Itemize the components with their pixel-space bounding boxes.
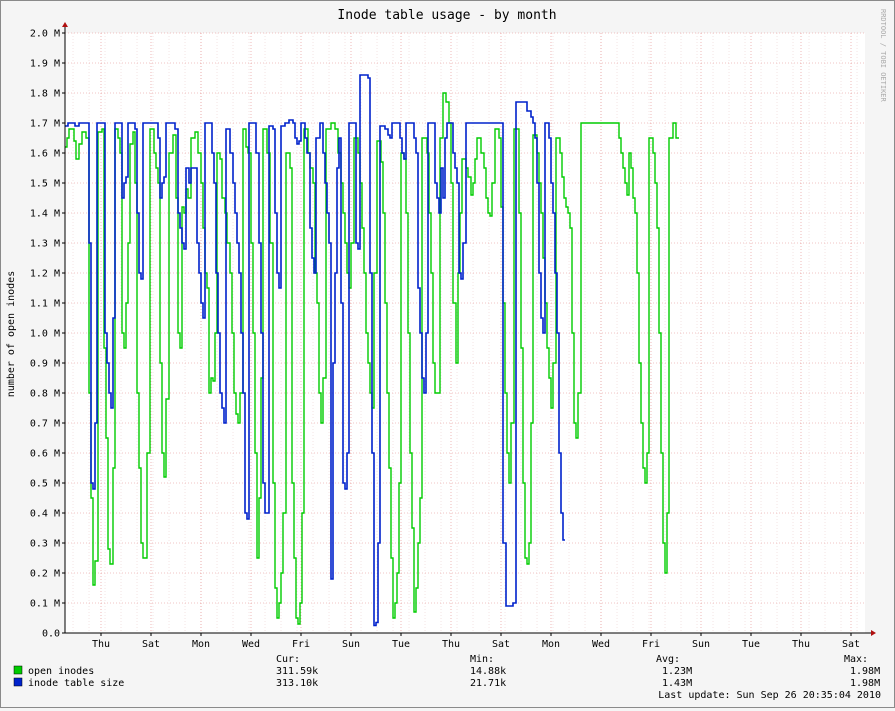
rrdtool-watermark: RRDTOOL / TOBI OETIKER xyxy=(879,9,887,103)
x-tick-label: Sat xyxy=(142,639,160,650)
y-tick-label: 1.8 M xyxy=(30,89,60,100)
x-tick-label: Sat xyxy=(492,639,510,650)
y-tick-label: 0.6 M xyxy=(30,449,60,460)
x-axis-ticks: Thu Sat Mon Wed Fri Sun Tue Thu Sat Mon Wed Fri Sun T… xyxy=(92,633,860,650)
legend-max-open-inodes: 1.98M xyxy=(850,666,880,677)
legend-min-open-inodes: 14.88k xyxy=(470,666,506,677)
legend-avg-inode-table-size: 1.43M xyxy=(662,678,692,689)
y-tick-label: 0.9 M xyxy=(30,359,60,370)
x-tick-label: Sun xyxy=(342,639,360,650)
y-tick-label: 1.0 M xyxy=(30,329,60,340)
x-tick-label: Sat xyxy=(842,639,860,650)
y-tick-label: 0.7 M xyxy=(30,419,60,430)
legend-label-inode-table-size: inode table size xyxy=(28,678,124,689)
legend-header-avg: Avg: xyxy=(656,654,680,665)
y-tick-label: 1.5 M xyxy=(30,179,60,190)
y-tick-label: 0.8 M xyxy=(30,389,60,400)
series-line-open-inodes xyxy=(65,92,679,625)
series-lines xyxy=(65,74,679,627)
legend-cur-open-inodes: 311.59k xyxy=(276,666,318,677)
x-tick-label: Fri xyxy=(292,639,310,650)
y-tick-label: 1.4 M xyxy=(30,209,60,220)
legend-swatch-open-inodes xyxy=(13,665,23,675)
legend-label-open-inodes: open inodes xyxy=(28,666,94,677)
legend-swatch-inode-table-size xyxy=(13,677,23,687)
legend-min-inode-table-size: 21.71k xyxy=(470,678,506,689)
y-tick-label: 0.5 M xyxy=(30,479,60,490)
legend-header-cur: Cur: xyxy=(276,654,300,665)
x-tick-label: Tue xyxy=(742,639,760,650)
x-tick-label: Mon xyxy=(192,639,210,650)
y-tick-label: 1.7 M xyxy=(30,119,60,130)
x-tick-label: Thu xyxy=(442,639,460,650)
x-tick-label: Tue xyxy=(392,639,410,650)
chart-title: Inode table usage - by month xyxy=(337,8,556,23)
y-tick-label: 0.2 M xyxy=(30,569,60,580)
x-tick-label: Fri xyxy=(642,639,660,650)
y-tick-label: 0.0 xyxy=(42,629,60,640)
axes xyxy=(62,22,876,636)
y-tick-label: 1.9 M xyxy=(30,59,60,70)
y-tick-label: 1.2 M xyxy=(30,269,60,280)
y-axis-arrow xyxy=(62,22,68,27)
x-tick-label: Thu xyxy=(92,639,110,650)
y-axis-ticks: 0.0 0.1 M 0.2 M 0.3 M 0.4 M 0.5 M 0.6 M 0.7 M 0.… xyxy=(30,29,65,640)
y-tick-label: 2.0 M xyxy=(30,29,60,40)
legend-max-inode-table-size: 1.98M xyxy=(850,678,880,689)
y-tick-label: 0.3 M xyxy=(30,539,60,550)
x-tick-label: Mon xyxy=(542,639,560,650)
y-tick-label: 1.1 M xyxy=(30,299,60,310)
x-tick-label: Wed xyxy=(592,639,610,650)
y-tick-label: 1.6 M xyxy=(30,149,60,160)
y-tick-label: 1.3 M xyxy=(30,239,60,250)
legend-header-min: Min: xyxy=(470,654,494,665)
x-tick-label: Sun xyxy=(692,639,710,650)
last-update: Last update: Sun Sep 26 20:35:04 2010 xyxy=(658,690,881,701)
legend-header-max: Max: xyxy=(844,654,868,665)
y-tick-label: 0.4 M xyxy=(30,509,60,520)
grid xyxy=(65,32,865,634)
x-tick-label: Thu xyxy=(792,639,810,650)
x-axis-arrow xyxy=(871,630,876,636)
y-tick-label: 0.1 M xyxy=(30,599,60,610)
legend-avg-open-inodes: 1.23M xyxy=(662,666,692,677)
legend: Cur: Min: Avg: Max: open inodes 311.59k … xyxy=(13,654,881,701)
legend-cur-inode-table-size: 313.10k xyxy=(276,678,318,689)
series-line-inode-table-size xyxy=(65,74,565,627)
y-axis-label: number of open inodes xyxy=(6,271,17,397)
x-tick-label: Wed xyxy=(242,639,260,650)
